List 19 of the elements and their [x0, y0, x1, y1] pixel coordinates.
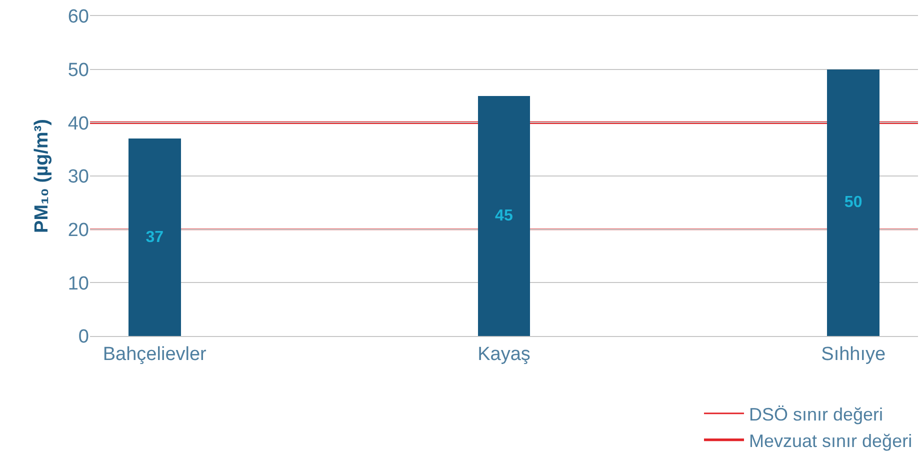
y-axis-title: PM₁₀ (µg/m³) [32, 119, 53, 233]
y-tick-label: 50 [68, 60, 89, 81]
x-tick-label: Kayaş [478, 344, 530, 365]
bar [128, 138, 181, 336]
y-tick-label: 0 [78, 326, 89, 348]
data-label: 50 [844, 194, 862, 212]
bar [827, 69, 880, 336]
y-tick-label: 60 [68, 6, 89, 28]
x-tick-label: Bahçelievler [102, 344, 208, 365]
y-tick-label: 30 [68, 166, 89, 188]
legend-label: DSÖ sınır değeri [749, 404, 884, 424]
x-tick-label: Sıhhıye [821, 344, 886, 365]
y-tick-label: 20 [68, 220, 89, 241]
y-tick-label: 10 [68, 273, 89, 294]
data-label: 45 [495, 208, 513, 224]
y-tick-label: 40 [68, 113, 89, 134]
legend-label: Mevzuat sınır değeri [749, 430, 912, 451]
data-label: 37 [146, 228, 164, 246]
bar [478, 96, 530, 336]
